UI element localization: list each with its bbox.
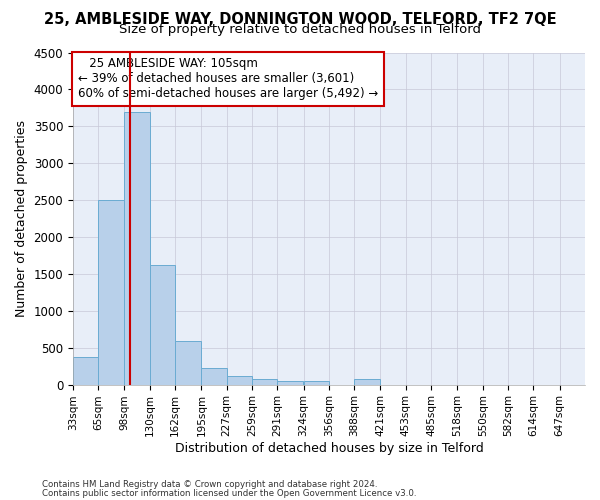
Text: Size of property relative to detached houses in Telford: Size of property relative to detached ho… <box>119 24 481 36</box>
Text: 25, AMBLESIDE WAY, DONNINGTON WOOD, TELFORD, TF2 7QE: 25, AMBLESIDE WAY, DONNINGTON WOOD, TELF… <box>44 12 556 28</box>
Bar <box>73 358 98 384</box>
Bar <box>124 112 150 384</box>
Text: Contains HM Land Registry data © Crown copyright and database right 2024.: Contains HM Land Registry data © Crown c… <box>42 480 377 489</box>
Bar <box>150 265 175 384</box>
Bar <box>227 376 252 384</box>
Bar <box>202 368 227 384</box>
Text: 25 AMBLESIDE WAY: 105sqm
← 39% of detached houses are smaller (3,601)
60% of sem: 25 AMBLESIDE WAY: 105sqm ← 39% of detach… <box>78 58 378 100</box>
Bar <box>277 380 303 384</box>
Bar <box>252 380 277 384</box>
Bar <box>355 380 380 384</box>
Bar <box>175 341 200 384</box>
Y-axis label: Number of detached properties: Number of detached properties <box>15 120 28 317</box>
Text: Contains public sector information licensed under the Open Government Licence v3: Contains public sector information licen… <box>42 488 416 498</box>
Bar <box>98 200 124 384</box>
X-axis label: Distribution of detached houses by size in Telford: Distribution of detached houses by size … <box>175 442 484 455</box>
Bar <box>304 381 329 384</box>
